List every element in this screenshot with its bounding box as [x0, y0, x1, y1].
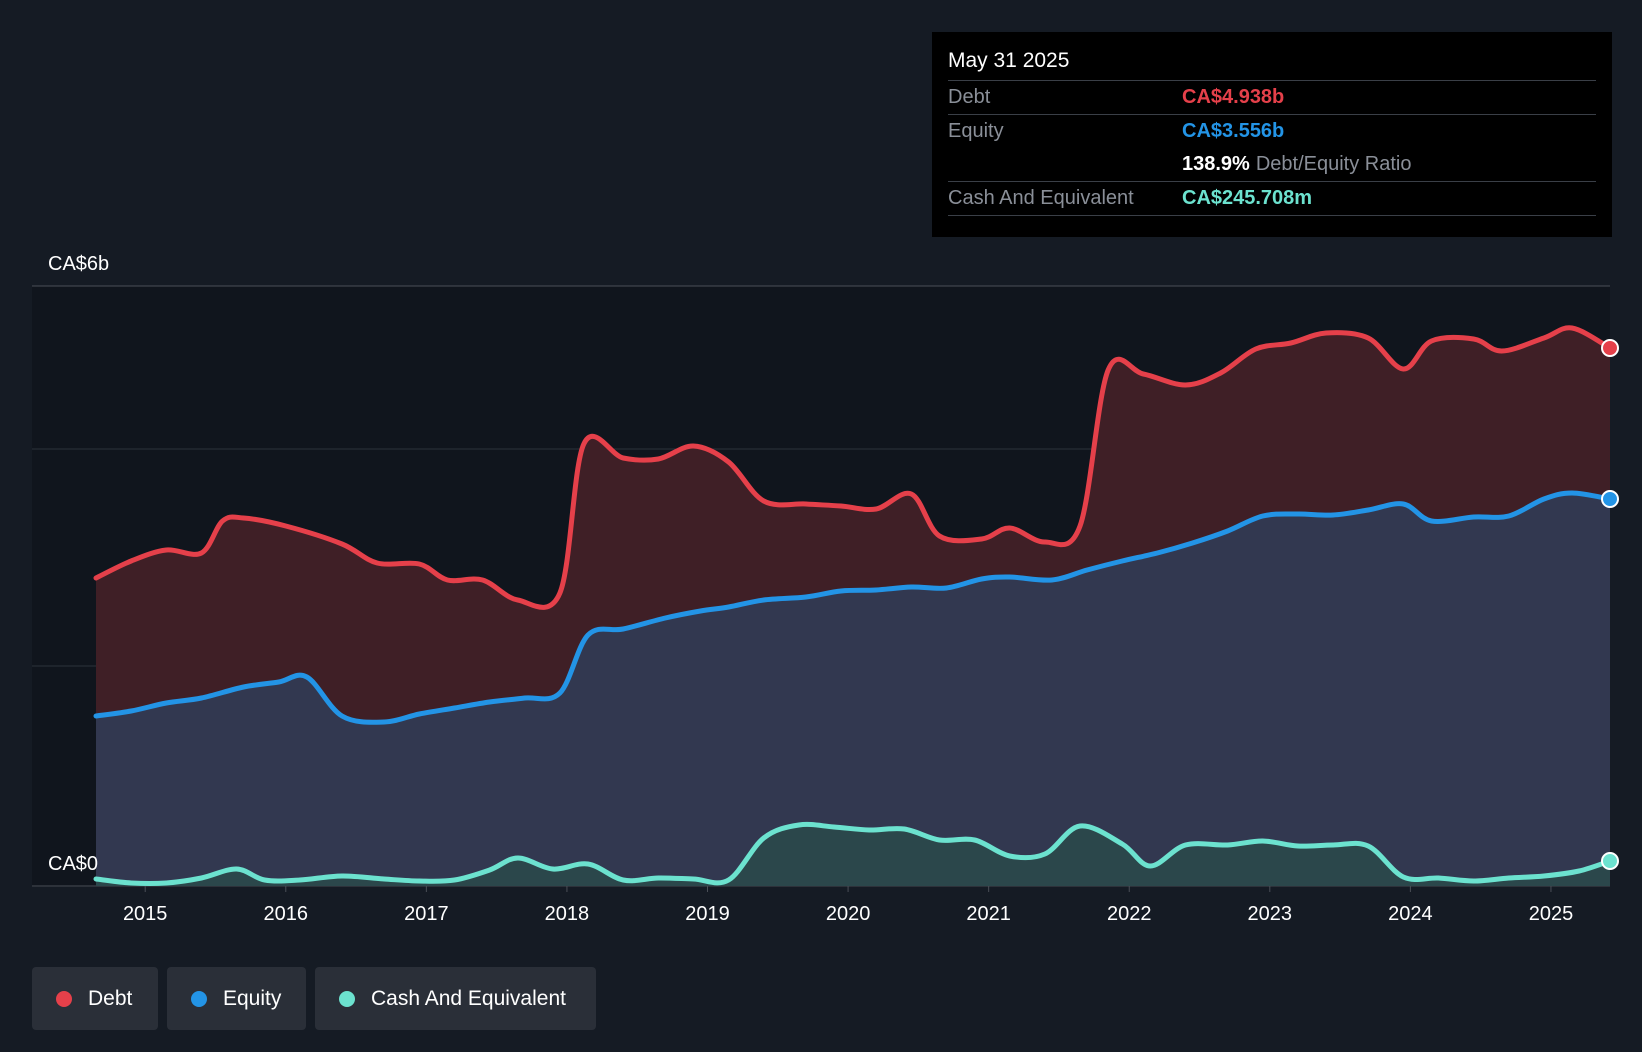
x-tick-label: 2020: [826, 903, 871, 925]
legend-item-cash[interactable]: Cash And Equivalent: [315, 967, 596, 1030]
chart-legend: Debt Equity Cash And Equivalent: [32, 967, 596, 1030]
x-tick-label: 2024: [1388, 903, 1433, 925]
cash-dot-icon: [339, 990, 355, 1007]
tooltip-cash-label: Cash And Equivalent: [948, 187, 1134, 209]
tooltip-ratio-value: 138.9%: [1182, 153, 1250, 175]
chart-tooltip: May 31 2025 Debt CA$4.938b Equity CA$3.5…: [932, 32, 1612, 237]
series-areas: [96, 327, 1610, 886]
series-lines: [93, 325, 1613, 887]
legend-label-equity: Equity: [223, 986, 282, 1010]
x-tick-label: 2015: [123, 903, 168, 925]
tooltip-cash-row: Cash And Equivalent CA$245.708m: [948, 182, 1596, 216]
tooltip-ratio-row: 138.9% Debt/Equity Ratio: [948, 148, 1596, 182]
x-tick-label: 2017: [404, 903, 449, 925]
x-axis-ticks: 2015 2016 2017 2018 2019 2020 2021 2022 2023 2024…: [123, 886, 1573, 925]
x-tick-label: 2023: [1248, 903, 1293, 925]
legend-item-debt[interactable]: Debt: [32, 967, 158, 1030]
debt-endpoint: [1601, 339, 1619, 357]
tooltip-equity-label: Equity: [948, 120, 1004, 142]
series-endpoints: [1601, 339, 1619, 870]
tooltip-debt-label: Debt: [948, 86, 991, 108]
y-axis-top-label: CA$6b: [48, 253, 109, 275]
tooltip-debt-value: CA$4.938b: [1182, 86, 1285, 108]
tooltip-date: May 31 2025: [948, 46, 1596, 81]
tooltip-cash-value: CA$245.708m: [1182, 187, 1313, 209]
cash-line: [93, 821, 1613, 887]
tooltip-ratio-label: Debt/Equity Ratio: [1255, 153, 1412, 175]
legend-label-debt: Debt: [88, 986, 133, 1010]
equity-endpoint: [1601, 490, 1619, 508]
cash-area: [96, 824, 1610, 886]
x-tick-label: 2021: [966, 903, 1011, 925]
equity-dot-icon: [191, 990, 207, 1007]
x-tick-label: 2022: [1107, 903, 1152, 925]
tooltip-equity-row: Equity CA$3.556b: [948, 115, 1596, 148]
x-tick-label: 2019: [685, 903, 730, 925]
x-tick-label: 2025: [1529, 903, 1574, 925]
x-tick-label: 2016: [264, 903, 309, 925]
x-tick-label: 2018: [545, 903, 590, 925]
legend-label-cash: Cash And Equivalent: [371, 986, 566, 1010]
tooltip-equity-value: CA$3.556b: [1182, 120, 1285, 142]
equity-area: [96, 493, 1610, 886]
equity-line: [93, 490, 1613, 725]
debt-line: [93, 325, 1613, 610]
tooltip-debt-row: Debt CA$4.938b: [948, 81, 1596, 115]
debt-dot-icon: [56, 990, 72, 1007]
legend-item-equity[interactable]: Equity: [167, 967, 306, 1030]
y-axis-bottom-label: CA$0: [48, 853, 98, 875]
cash-endpoint: [1601, 852, 1619, 870]
